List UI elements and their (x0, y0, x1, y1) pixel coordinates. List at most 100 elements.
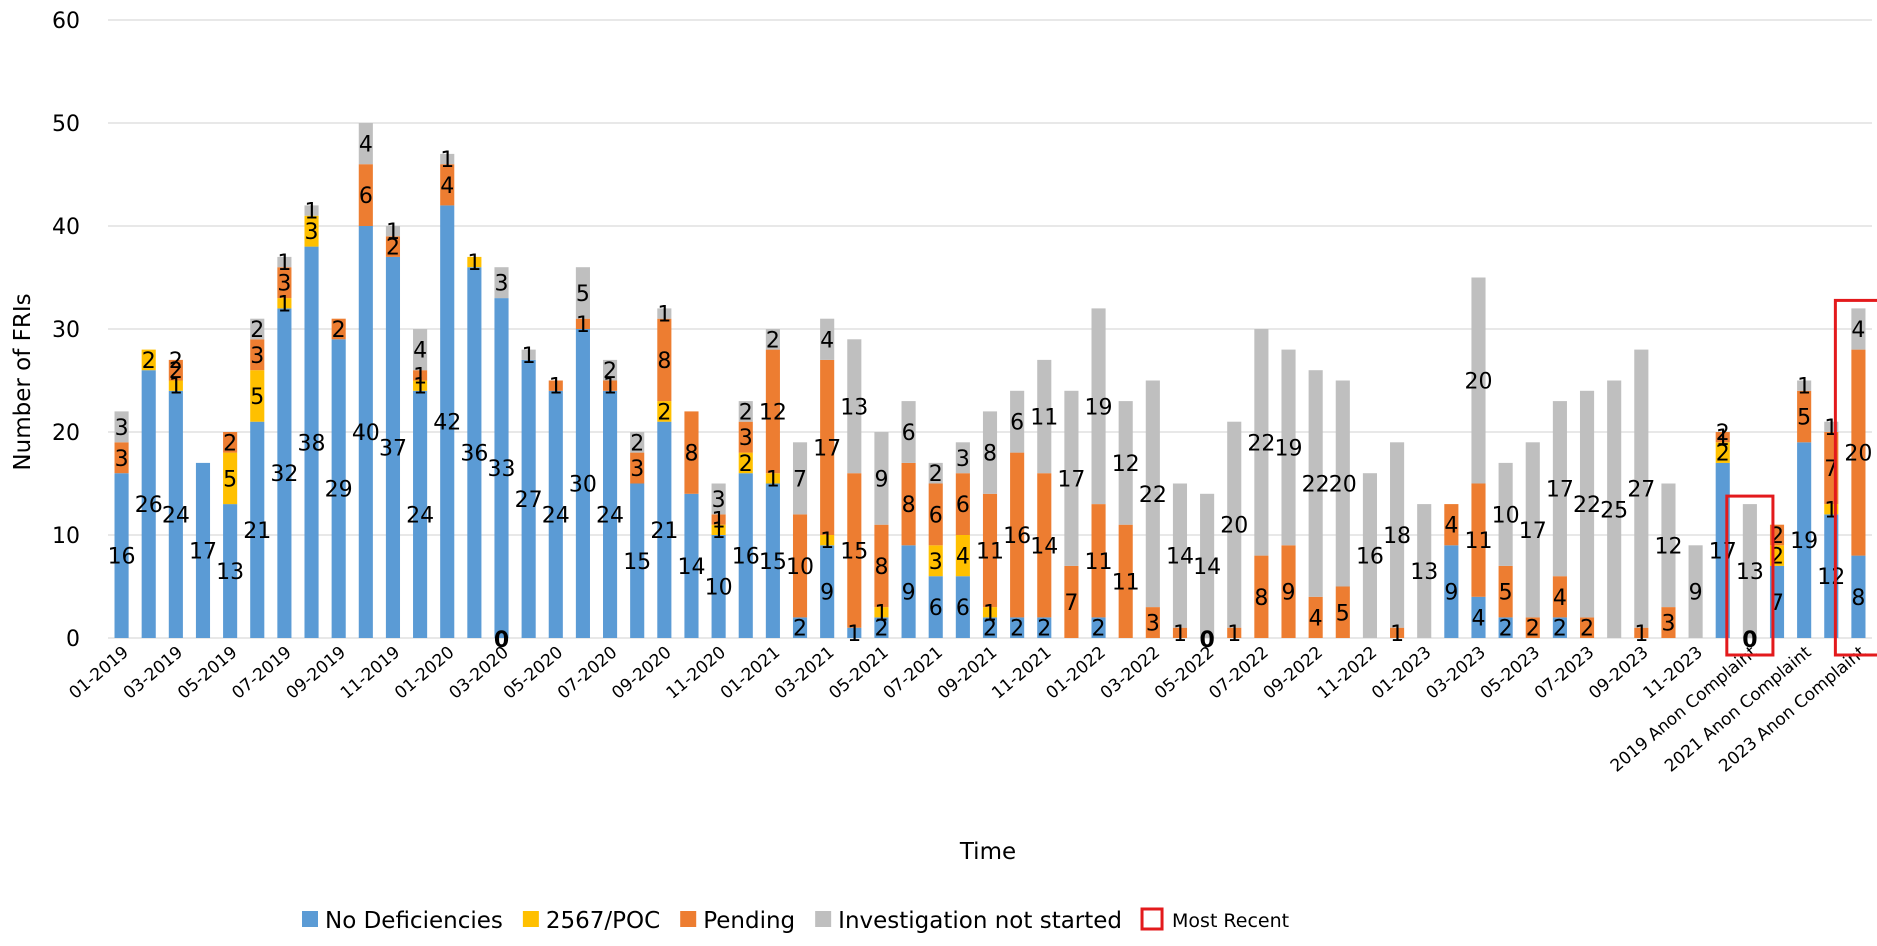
bar-segment (657, 308, 672, 319)
data-label: 14 (1193, 555, 1221, 580)
data-label: 21 (650, 519, 678, 544)
y-tick-label: 10 (52, 524, 80, 549)
data-label: 2 (1553, 617, 1567, 642)
legend-swatch (522, 911, 539, 927)
data-label: 15 (840, 539, 868, 564)
data-label: 2 (1010, 617, 1024, 642)
legend-label: 2567/POC (546, 908, 660, 934)
legend-label: Investigation not started (838, 908, 1122, 934)
bar-segment (955, 576, 970, 638)
x-tick-label: 09-2021 (934, 643, 1001, 704)
bar-segment (1471, 596, 1486, 638)
bar-segment (1498, 565, 1513, 618)
data-label: 6 (956, 493, 970, 518)
x-tick-label: 01-2021 (717, 643, 784, 704)
bar-segment (114, 411, 129, 443)
data-label: 8 (983, 442, 997, 467)
data-label: 16 (1003, 524, 1031, 549)
data-label: 5 (1499, 581, 1513, 606)
data-labels: 1633262241221713522153232131383129240643… (108, 133, 1873, 653)
data-label: 38 (298, 431, 326, 456)
bar-segment (1851, 308, 1866, 350)
bar-segment (1634, 349, 1649, 628)
data-label: 14 (1030, 534, 1058, 559)
data-label: 2 (1716, 421, 1730, 446)
data-label: 5 (576, 282, 590, 307)
zero-label: 0 (494, 628, 509, 653)
data-label: 10 (1492, 503, 1520, 528)
bar-segment (141, 349, 156, 371)
bar-segment (1335, 586, 1350, 638)
data-label: 2 (983, 617, 997, 642)
data-label: 5 (1797, 406, 1811, 431)
data-label: 3 (929, 550, 943, 575)
bar-segment (928, 483, 943, 546)
bar-segment (1797, 390, 1812, 443)
bar-segment (982, 411, 998, 494)
bar-segment (1742, 504, 1757, 638)
data-label: 2 (250, 318, 264, 343)
bar-segment (874, 524, 889, 608)
bar-segment (1661, 607, 1676, 638)
data-label: 1 (1173, 622, 1187, 647)
data-label: 6 (929, 503, 943, 528)
data-label: 17 (1546, 478, 1574, 503)
bar-segment (657, 318, 672, 402)
bar-segment (901, 401, 916, 463)
data-label: 19 (1275, 436, 1303, 461)
bar-segment (874, 607, 889, 618)
data-label: 12 (1654, 534, 1682, 559)
bar-segment (1552, 401, 1567, 577)
data-label: 3 (495, 272, 509, 297)
data-label: 13 (840, 395, 868, 420)
data-label: 9 (1689, 581, 1703, 606)
data-label: 26 (135, 493, 163, 518)
bar-segment (1064, 565, 1079, 638)
bar-segment (630, 432, 645, 453)
data-label: 2 (929, 462, 943, 487)
data-label: 15 (623, 550, 651, 575)
x-tick-label: 03-2019 (120, 643, 187, 704)
data-label: 19 (1085, 395, 1113, 420)
bar-segment (114, 473, 129, 638)
data-label: 22 (1302, 473, 1330, 498)
bar-segment (494, 267, 509, 299)
legend-label-most-recent: Most Recent (1172, 910, 1289, 932)
data-label: 8 (1851, 586, 1865, 611)
data-label: 7 (1064, 591, 1078, 616)
data-label: 15 (759, 550, 787, 575)
data-label: 1 (549, 375, 563, 400)
bar-segment (1308, 370, 1323, 597)
bar-segment (114, 442, 129, 474)
bar-segment (467, 267, 482, 638)
data-label: 2 (1580, 617, 1594, 642)
bar-segment (304, 215, 319, 247)
data-label: 1 (1634, 622, 1648, 647)
data-label: 3 (115, 416, 129, 441)
data-label: 4 (1309, 606, 1323, 631)
bar-segment (1091, 504, 1106, 618)
bar-segment (1145, 380, 1160, 608)
zero-label: 0 (1742, 628, 1757, 653)
bar-segment (521, 359, 536, 638)
bar-segment (955, 442, 970, 474)
x-tick-label: 11-2021 (988, 643, 1055, 704)
data-label: 1 (847, 622, 861, 647)
data-label: 2 (739, 452, 753, 477)
bar-segment (331, 339, 346, 638)
bar-segment (1797, 380, 1812, 391)
data-label: 17 (813, 436, 841, 461)
data-label: 4 (1444, 514, 1458, 539)
data-label: 2 (332, 318, 346, 343)
data-label: 3 (712, 488, 726, 513)
data-label: 3 (277, 272, 291, 297)
data-label: 1 (277, 251, 291, 276)
bar-segment (168, 390, 183, 638)
bar-segment (1010, 390, 1025, 453)
bar-segment (657, 401, 672, 422)
bar-segment (1172, 483, 1188, 628)
x-tick-label: 07-2020 (554, 643, 621, 704)
bar-segment (820, 545, 835, 638)
bar-segment (1498, 462, 1513, 566)
data-label: 3 (250, 344, 264, 369)
